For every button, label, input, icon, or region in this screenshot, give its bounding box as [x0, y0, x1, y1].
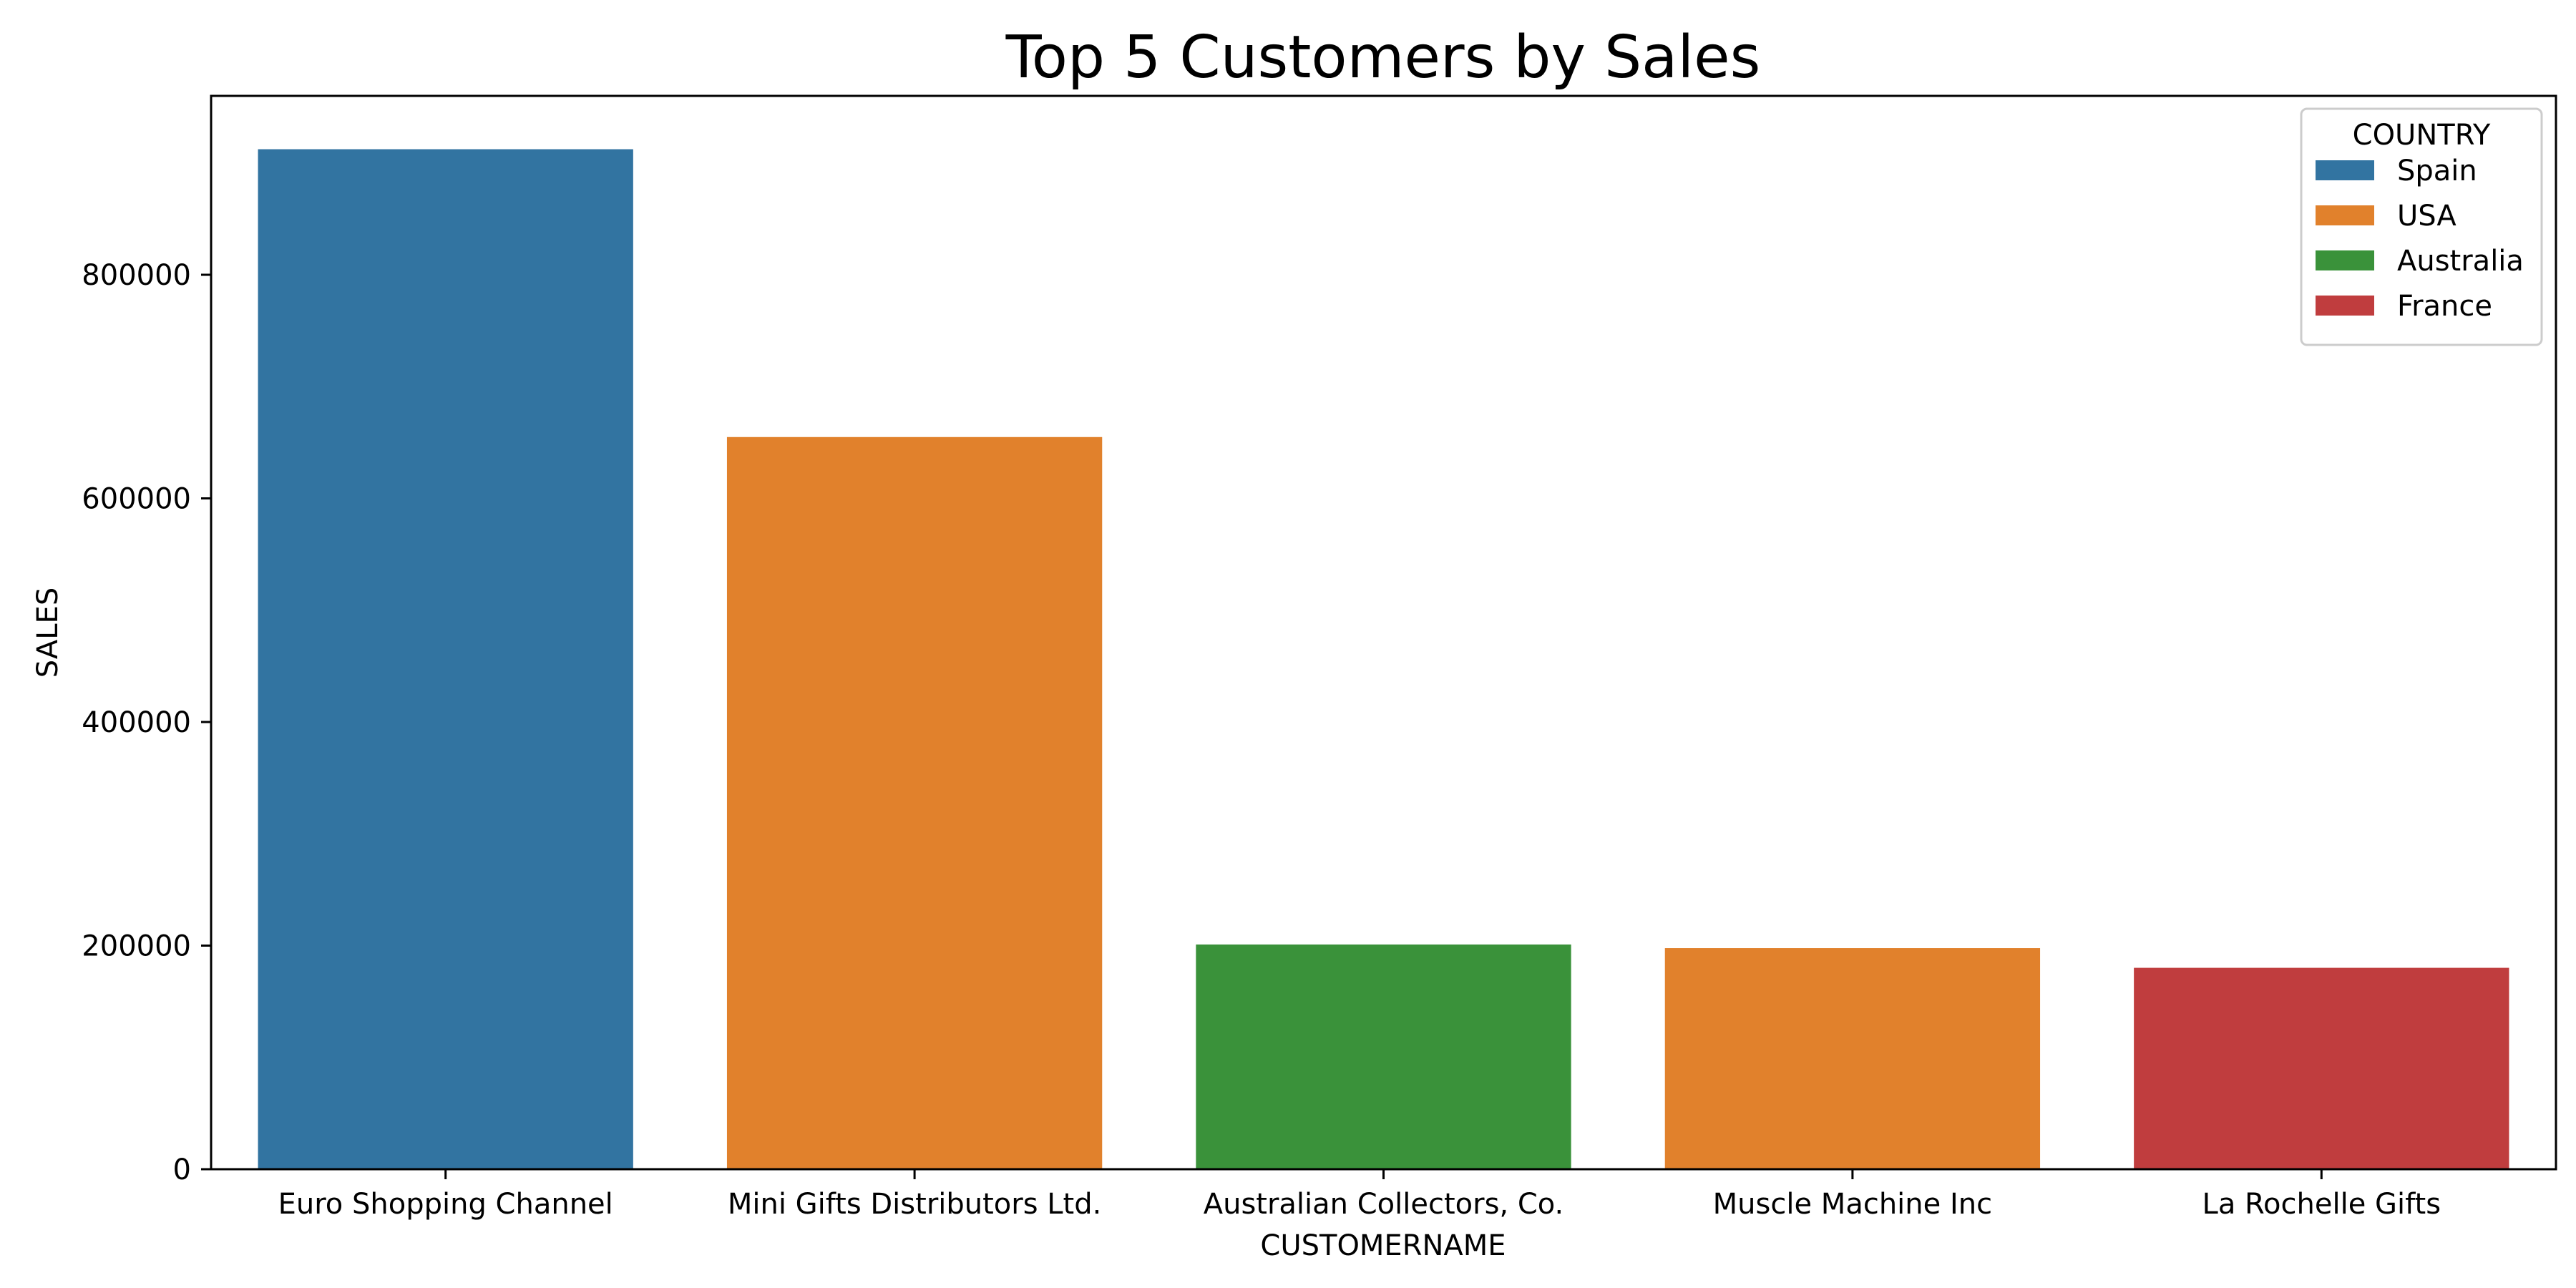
y-tick-label-3: 600000: [82, 483, 191, 516]
legend-label-1: USA: [2397, 200, 2457, 233]
y-tick-label-2: 400000: [82, 706, 191, 739]
y-axis-label: SALES: [31, 587, 64, 678]
chart-title: Top 5 Customers by Sales: [1005, 24, 1761, 92]
bar-2: [1196, 944, 1571, 1169]
x-tick-label-1: Mini Gifts Distributors Ltd.: [728, 1188, 1102, 1221]
legend-label-3: France: [2397, 290, 2492, 323]
legend-swatch-3: [2316, 296, 2374, 316]
x-axis-ticks: Euro Shopping Channel Mini Gifts Distribu…: [278, 1169, 2441, 1221]
y-tick-label-1: 200000: [82, 930, 191, 963]
legend-entries: Spain USA Australia France: [2316, 155, 2524, 323]
legend-label-0: Spain: [2397, 155, 2477, 187]
legend-title: COUNTRY: [2353, 119, 2491, 152]
bar-0: [258, 149, 633, 1169]
y-axis-ticks: 0 200000 400000 600000 800000: [82, 259, 211, 1186]
legend-swatch-2: [2316, 250, 2374, 270]
legend-swatch-0: [2316, 160, 2374, 180]
bars-group: [258, 149, 2509, 1169]
y-tick-label-0: 0: [173, 1153, 191, 1186]
legend-label-2: Australia: [2397, 245, 2524, 278]
y-tick-label-4: 800000: [82, 259, 191, 292]
x-axis-label: CUSTOMERNAME: [1260, 1229, 1506, 1262]
x-tick-label-0: Euro Shopping Channel: [278, 1188, 613, 1221]
bar-1: [726, 436, 1103, 1169]
x-tick-label-2: Australian Collectors, Co.: [1204, 1188, 1564, 1221]
x-tick-label-3: Muscle Machine Inc: [1713, 1188, 1992, 1221]
x-tick-label-4: La Rochelle Gifts: [2202, 1188, 2441, 1221]
bar-4: [2134, 967, 2509, 1169]
legend-swatch-1: [2316, 205, 2374, 225]
bar-3: [1664, 948, 2041, 1169]
legend: COUNTRY Spain USA Australia France: [2300, 107, 2543, 346]
